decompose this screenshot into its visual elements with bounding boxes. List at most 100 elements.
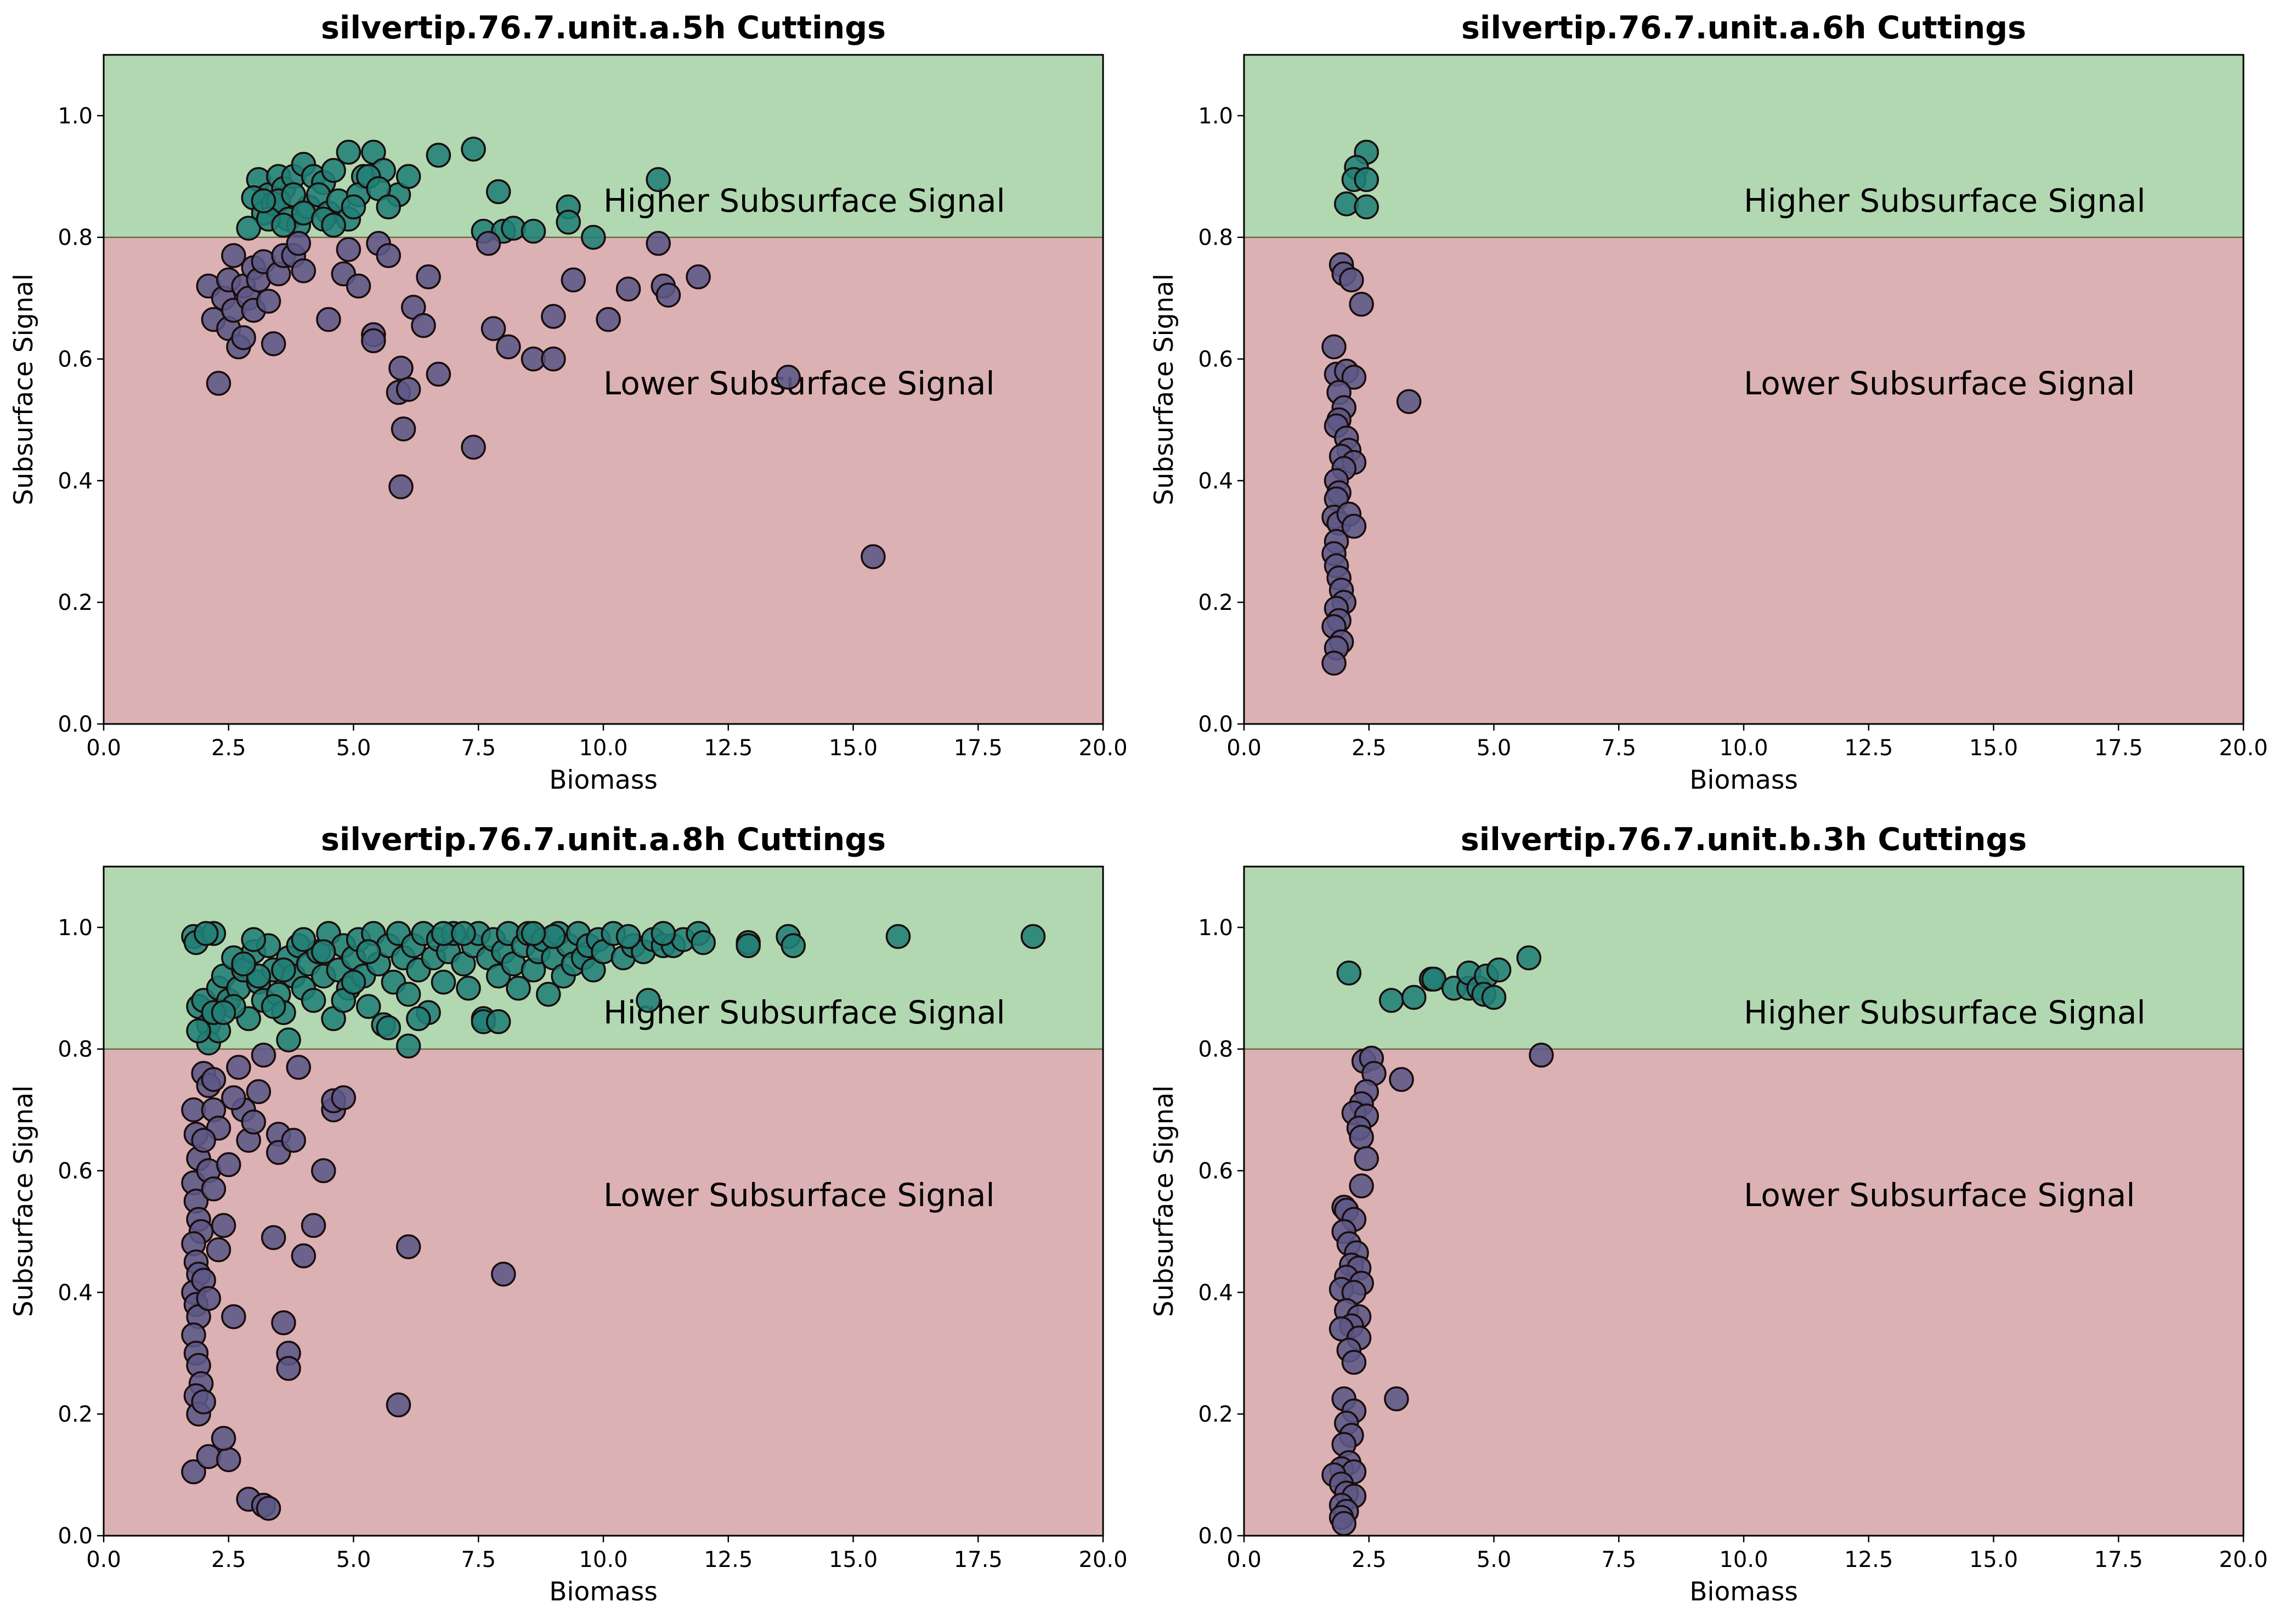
higher-signal-point [1020,924,1046,949]
y-axis-label: Subsurface Signal [1149,274,1179,505]
higher-signal-point [691,930,716,955]
chart-title: silvertip.76.7.unit.a.5h Cuttings [321,10,886,46]
higher-signal-point [211,1000,236,1025]
lower-signal-region [1244,1049,2243,1536]
lower-signal-point [1341,365,1367,390]
lower-signal-point [336,237,361,262]
higher-signal-point [581,224,606,250]
lower-signal-point [861,544,886,569]
lower-signal-point [391,416,416,442]
lower-signal-point [256,288,281,314]
lower-signal-point [261,1225,286,1250]
higher-signal-point [885,924,911,949]
lower-signal-point [776,365,801,390]
higher-signal-label: Higher Subsurface Signal [1744,994,2146,1031]
y-tick-label: 0.0 [58,712,93,737]
higher-signal-point [356,939,381,965]
lower-signal-point [221,1085,246,1111]
lower-signal-point [201,1176,227,1202]
higher-signal-point [321,157,346,183]
lower-signal-point [271,1310,296,1336]
lower-signal-point [1339,267,1364,293]
lower-signal-point [276,1356,301,1381]
higher-signal-point [536,982,561,1007]
lower-signal-point [480,316,506,341]
higher-signal-point [485,1009,511,1034]
lower-signal-point [211,1213,236,1238]
higher-signal-point [341,194,366,220]
higher-signal-point [1481,984,1507,1010]
higher-signal-point [485,179,511,205]
lower-signal-point [286,231,312,256]
x-tick-label: 17.5 [2094,735,2143,761]
scatter-points [181,921,1046,1521]
lower-signal-point [395,377,421,402]
lower-signal-point [261,331,286,357]
scatter-points [1321,945,1554,1536]
x-tick-label: 12.5 [704,735,753,761]
higher-signal-point [636,988,661,1013]
higher-signal-region [1244,867,2243,1049]
lower-signal-point [376,243,402,268]
lower-signal-point [256,1496,281,1521]
y-tick-label: 0.6 [1198,1159,1233,1184]
lower-signal-point [1321,334,1347,360]
lower-signal-point [226,1055,251,1080]
higher-signal-point [1354,194,1379,220]
x-tick-label: 20.0 [1078,735,1127,761]
x-axis-label: Biomass [549,1577,658,1607]
lower-signal-point [241,1110,267,1135]
lower-signal-point [1389,1067,1414,1092]
x-tick-label: 17.5 [954,1547,1003,1572]
x-tick-label: 12.5 [1844,1547,1893,1572]
lower-signal-label: Lower Subsurface Signal [1744,365,2135,402]
higher-signal-point [1516,945,1542,971]
higher-signal-point [321,212,346,238]
lower-signal-point [361,328,386,354]
x-tick-label: 17.5 [2094,1547,2143,1572]
lower-signal-point [541,346,566,372]
x-tick-label: 2.5 [1352,735,1387,761]
lower-signal-point [496,334,521,360]
higher-signal-point [1401,984,1427,1010]
lower-signal-point [1396,389,1422,414]
lower-signal-point [301,1213,326,1238]
higher-signal-point [736,933,761,958]
x-tick-label: 15.0 [829,735,878,761]
higher-signal-point [646,167,671,193]
chart-title: silvertip.76.7.unit.a.8h Cuttings [321,822,886,858]
lower-signal-point [251,1043,276,1068]
lower-signal-point [426,361,451,387]
lower-signal-point [246,1079,272,1105]
x-tick-label: 0.0 [86,1547,121,1572]
lower-signal-point [388,474,414,500]
x-tick-label: 2.5 [211,1547,246,1572]
lower-signal-point [291,1243,316,1269]
x-tick-label: 5.0 [336,1547,371,1572]
y-tick-label: 0.4 [1198,1280,1233,1305]
x-tick-label: 10.0 [579,1547,627,1572]
lower-signal-point [191,1389,216,1414]
x-tick-label: 7.5 [1601,735,1636,761]
y-tick-label: 0.0 [1198,1524,1233,1549]
higher-signal-label: Higher Subsurface Signal [603,182,1005,219]
lower-signal-point [461,434,486,460]
lower-signal-point [1321,650,1347,676]
scatter-points [1321,139,1422,676]
x-tick-label: 0.0 [86,735,121,761]
scatter-points [196,137,886,569]
lower-signal-point [191,1128,216,1153]
x-tick-label: 7.5 [461,735,496,761]
chart-panel-3: Higher Subsurface Signal Lower Subsurface… [9,822,1128,1607]
higher-signal-point [615,924,641,949]
y-tick-label: 0.4 [58,1280,93,1305]
x-axis-label: Biomass [549,765,658,795]
x-tick-label: 5.0 [1477,1547,1512,1572]
higher-signal-point [301,988,326,1013]
y-tick-label: 0.8 [1198,225,1233,251]
higher-signal-point [251,188,276,213]
x-tick-label: 7.5 [461,1547,496,1572]
lower-signal-point [291,258,316,284]
x-tick-label: 10.0 [1719,735,1768,761]
higher-signal-point [231,951,256,977]
